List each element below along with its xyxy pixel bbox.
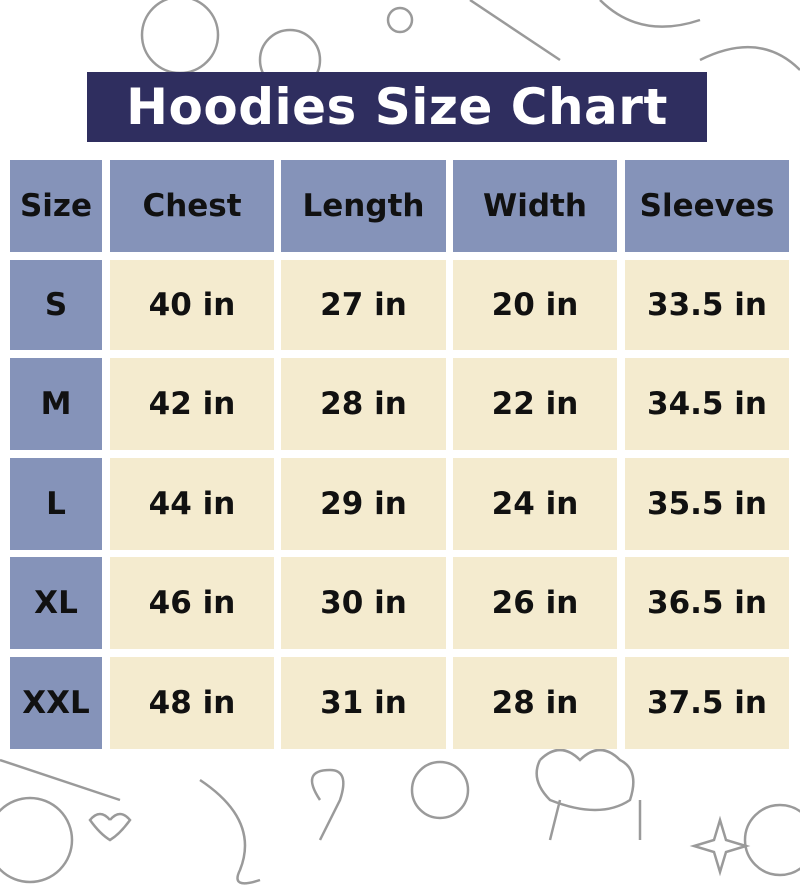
chart-title: Hoodies Size Chart bbox=[87, 72, 707, 142]
table-cell-length: 31 in bbox=[281, 657, 446, 749]
table-cell-chest: 42 in bbox=[110, 358, 274, 450]
table-cell-width: 24 in bbox=[453, 458, 617, 550]
table-cell-sleeves: 35.5 in bbox=[625, 458, 789, 550]
column-header-sleeves: Sleeves bbox=[625, 160, 789, 252]
table-cell-length: 27 in bbox=[281, 260, 446, 350]
column-header-chest: Chest bbox=[110, 160, 274, 252]
column-header-length: Length bbox=[281, 160, 446, 252]
table-cell-length: 29 in bbox=[281, 458, 446, 550]
column-header-width: Width bbox=[453, 160, 617, 252]
row-header-size: M bbox=[10, 358, 102, 450]
table-cell-chest: 44 in bbox=[110, 458, 274, 550]
table-cell-chest: 46 in bbox=[110, 557, 274, 649]
table-cell-sleeves: 36.5 in bbox=[625, 557, 789, 649]
table-cell-length: 30 in bbox=[281, 557, 446, 649]
row-header-size: L bbox=[10, 458, 102, 550]
table-cell-sleeves: 33.5 in bbox=[625, 260, 789, 350]
row-header-size: XXL bbox=[10, 657, 102, 749]
table-cell-length: 28 in bbox=[281, 358, 446, 450]
table-cell-chest: 48 in bbox=[110, 657, 274, 749]
table-cell-width: 26 in bbox=[453, 557, 617, 649]
table-cell-sleeves: 37.5 in bbox=[625, 657, 789, 749]
table-cell-width: 28 in bbox=[453, 657, 617, 749]
row-header-size: S bbox=[10, 260, 102, 350]
table-cell-chest: 40 in bbox=[110, 260, 274, 350]
table-cell-width: 22 in bbox=[453, 358, 617, 450]
table-cell-width: 20 in bbox=[453, 260, 617, 350]
row-header-size: XL bbox=[10, 557, 102, 649]
table-cell-sleeves: 34.5 in bbox=[625, 358, 789, 450]
column-header-size: Size bbox=[10, 160, 102, 252]
